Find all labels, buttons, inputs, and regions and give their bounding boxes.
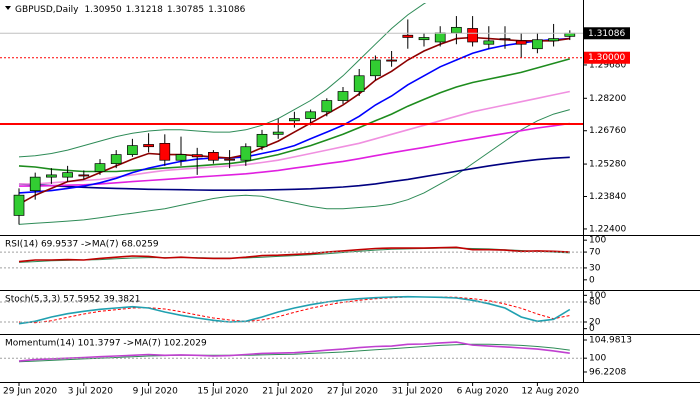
- indicator-line: [18, 3, 427, 158]
- indicator-line: [19, 122, 570, 187]
- y-tick-label: 30: [589, 263, 601, 273]
- candle-body: [483, 40, 495, 45]
- y-tick-label: 1.29680: [589, 60, 626, 70]
- candle-body: [240, 146, 252, 161]
- indicator-line: [18, 37, 570, 194]
- candle-body: [451, 26, 462, 34]
- indicator-line: [18, 36, 570, 205]
- y-tick-label: 1.25280: [589, 160, 626, 170]
- candle-body: [337, 91, 349, 101]
- candle-body: [191, 154, 203, 158]
- symbol-header: GBPUSD,Daily 1.30950 1.31218 1.30785 1.31086: [15, 5, 246, 15]
- indicator-line: [18, 58, 571, 173]
- open-label: 1.30950: [84, 5, 121, 15]
- x-tick-label: 27 Jul 2020: [327, 387, 378, 397]
- candle-body: [94, 163, 106, 172]
- price-label: 1.30000: [588, 53, 625, 63]
- candle-body: [515, 40, 527, 45]
- indicator-line: [18, 343, 570, 363]
- candle-body: [46, 174, 57, 178]
- y-tick-label: 1.28200: [589, 94, 626, 104]
- y-tick-label: 70: [589, 248, 601, 258]
- candle-body: [110, 154, 122, 164]
- y-tick-label: 20: [589, 318, 601, 328]
- plot-area: [13, 3, 576, 225]
- x-tick-label: 3 Jul 2020: [68, 387, 113, 397]
- y-tick-label: 96.2208: [589, 367, 626, 377]
- candle-body: [467, 28, 478, 43]
- y-tick-label: 1.22400: [589, 224, 626, 234]
- price-label-box: [584, 27, 630, 40]
- candle-body: [321, 100, 333, 113]
- y-tick-label: 104.9813: [589, 336, 632, 346]
- candle-body: [532, 39, 543, 50]
- indicator-line: [19, 90, 570, 185]
- candle-body: [127, 145, 138, 155]
- candle-body: [370, 59, 381, 77]
- plot-area: [18, 341, 570, 363]
- candle-body: [208, 152, 219, 161]
- candle-body: [386, 59, 397, 62]
- candle-body: [305, 111, 316, 119]
- candle-body: [418, 37, 430, 41]
- candle-body: [353, 75, 365, 92]
- indicator-title: Stoch(5,3,3) 57.5952 39.3821: [5, 295, 140, 305]
- y-tick-label: 0: [589, 275, 595, 285]
- indicator-line: [18, 246, 570, 263]
- indicator-line: [18, 341, 570, 362]
- candle-body: [289, 118, 300, 122]
- indicator-title: RSI(14) 69.9537 ->MA(7) 68.0259: [5, 240, 159, 250]
- candle-body: [256, 133, 268, 148]
- candle-body: [143, 144, 154, 148]
- low-label: 1.30785: [167, 5, 204, 15]
- candle-body: [159, 142, 171, 161]
- indicator-line: [18, 109, 570, 225]
- candle-body: [29, 176, 41, 191]
- x-tick-label: 15 Jul 2020: [197, 387, 248, 397]
- candle-body: [224, 158, 235, 161]
- indicator-line: [18, 295, 571, 325]
- x-tick-label: 6 Aug 2020: [457, 387, 509, 397]
- plot-area: [18, 295, 571, 325]
- candle-body: [548, 38, 559, 42]
- y-tick-label: 100: [589, 354, 606, 364]
- price-label-box: [584, 51, 630, 64]
- close-label: 1.31086: [208, 5, 245, 15]
- y-tick-label: 0: [589, 324, 595, 334]
- indicator-line: [18, 156, 570, 191]
- x-tick-label: 29 Jun 2020: [3, 387, 57, 397]
- y-tick-label: 80: [589, 298, 601, 308]
- y-tick-label: 100: [589, 236, 606, 246]
- candle-body: [78, 174, 90, 177]
- candle-body: [402, 34, 414, 38]
- indicator-line: [18, 247, 570, 263]
- indicator-title: Momentum(14) 101.3797 ->MA(7) 102.2029: [5, 339, 207, 349]
- plot-area: [18, 246, 570, 263]
- candle-body: [13, 194, 25, 216]
- x-tick-label: 9 Jul 2020: [133, 387, 178, 397]
- high-label: 1.31218: [126, 5, 163, 15]
- x-tick-label: 31 Jul 2020: [392, 387, 443, 397]
- y-tick-label: 1.26760: [589, 126, 626, 136]
- x-tick-label: 21 Jul 2020: [262, 387, 313, 397]
- candle-body: [499, 38, 511, 41]
- candle-body: [272, 131, 284, 135]
- y-tick-label: 1.23840: [589, 192, 626, 202]
- symbol: GBPUSD,Daily: [15, 5, 79, 15]
- candle-body: [62, 172, 73, 178]
- candle-body: [175, 154, 187, 161]
- price-label: 1.31086: [588, 29, 625, 39]
- y-tick-label: 100: [589, 291, 606, 301]
- x-tick-label: 12 Aug 2020: [521, 387, 579, 397]
- candle-body: [434, 32, 446, 43]
- collapse-icon: [5, 6, 11, 10]
- indicator-line: [18, 296, 570, 324]
